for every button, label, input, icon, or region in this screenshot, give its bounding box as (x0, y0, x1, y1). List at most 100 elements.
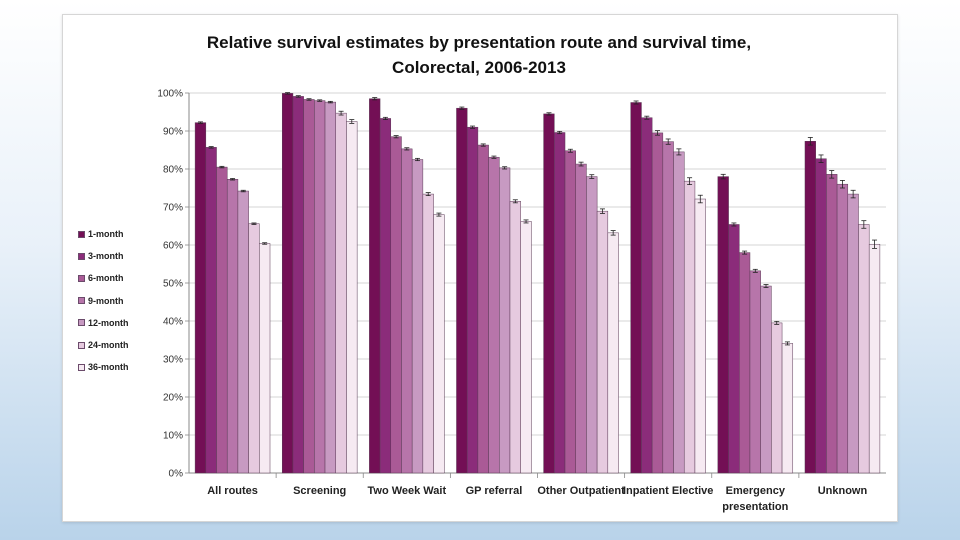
legend-label: 3-month (88, 251, 124, 262)
y-tick-label: 100% (157, 89, 183, 100)
bar (401, 148, 413, 474)
bar (314, 100, 326, 474)
y-tick-label: 10% (163, 431, 183, 442)
legend-label: 6-month (88, 273, 124, 284)
y-tick-label: 0% (169, 469, 184, 480)
x-tick-label: Inpatient Elective (623, 485, 713, 497)
bar (369, 98, 381, 474)
bar (456, 107, 468, 474)
bar (673, 151, 685, 474)
bar (335, 112, 347, 474)
y-tick-label: 50% (163, 279, 183, 290)
bar (259, 243, 271, 474)
bar (411, 159, 424, 474)
y-tick-label: 40% (163, 317, 183, 328)
bar (858, 224, 870, 474)
legend-item: 12-month (78, 312, 138, 334)
bar (226, 179, 239, 474)
legend-label: 12-month (88, 317, 129, 328)
bar (651, 132, 664, 474)
bar (237, 190, 249, 474)
bar (739, 252, 751, 474)
legend-label: 9-month (88, 295, 124, 306)
x-tick-label: All routes (207, 485, 258, 497)
x-tick-label: Two Week Wait (367, 485, 446, 497)
bar (836, 183, 849, 474)
bar (422, 193, 434, 474)
legend-label: 1-month (88, 229, 124, 240)
bar (641, 117, 653, 474)
chart-subtitle: Colorectal, 2006-2013 (392, 58, 566, 77)
legend-item: 1-month (78, 223, 138, 245)
bar (564, 150, 576, 474)
bar (543, 113, 555, 474)
chart-legend: 1-month 3-month 6-month 9-month 12-month 24-m… (78, 223, 138, 378)
y-tick-label: 20% (163, 393, 183, 404)
bar (728, 224, 740, 474)
bar (826, 174, 838, 474)
y-tick-label: 90% (163, 127, 183, 138)
legend-item: 24-month (78, 334, 138, 356)
chart-title: Relative survival estimates by presentat… (206, 33, 752, 52)
legend-swatch (78, 274, 85, 282)
bar (662, 141, 674, 474)
bar (717, 176, 729, 474)
x-tick-label: Unknown (818, 485, 868, 497)
bar (575, 163, 587, 474)
x-tick-label: GP referral (466, 485, 523, 497)
legend-item: 3-month (78, 245, 138, 267)
y-tick-label: 70% (163, 203, 183, 214)
bar (749, 270, 761, 474)
bar (771, 322, 783, 474)
legend-item: 36-month (78, 356, 138, 378)
bar (586, 176, 598, 474)
bar (194, 122, 207, 474)
x-tick-label: Screening (293, 485, 346, 497)
bar (205, 147, 217, 474)
y-tick-label: 30% (163, 355, 183, 366)
legend-swatch (78, 341, 85, 349)
bar (520, 221, 532, 474)
legend-swatch (78, 230, 85, 238)
legend-swatch (78, 297, 85, 305)
bar (694, 198, 706, 474)
legend-swatch (78, 319, 85, 327)
bar (433, 214, 445, 474)
chart-title-block: Relative survival estimates by presentat… (62, 30, 896, 80)
bar (346, 121, 358, 474)
bar (596, 210, 609, 474)
bar (607, 232, 619, 474)
bar (390, 136, 402, 474)
bar (216, 166, 228, 474)
bar (630, 102, 642, 474)
bar (303, 99, 315, 474)
legend-item: 6-month (78, 267, 138, 289)
bar (804, 141, 816, 474)
legend-swatch (78, 363, 85, 371)
bar (554, 132, 566, 474)
bar (488, 156, 500, 474)
bar (281, 93, 294, 474)
bar (815, 158, 827, 474)
legend-item: 9-month (78, 290, 138, 312)
bar (466, 126, 479, 474)
bar (760, 285, 772, 474)
bar (379, 118, 392, 474)
legend-label: 36-month (88, 362, 129, 373)
bar (868, 243, 881, 474)
x-tick-label: Other Outpatient (537, 485, 625, 497)
bar (248, 223, 260, 474)
bar (292, 96, 304, 474)
y-tick-label: 60% (163, 241, 183, 252)
bar (509, 201, 521, 474)
x-tick-label: Emergency (726, 485, 786, 497)
bar (781, 343, 794, 474)
x-tick-label: presentation (722, 501, 788, 513)
bar (499, 167, 511, 474)
legend-swatch (78, 252, 85, 260)
bar (477, 144, 489, 474)
legend-label: 24-month (88, 340, 129, 351)
bar (847, 193, 859, 474)
bar (683, 180, 696, 474)
